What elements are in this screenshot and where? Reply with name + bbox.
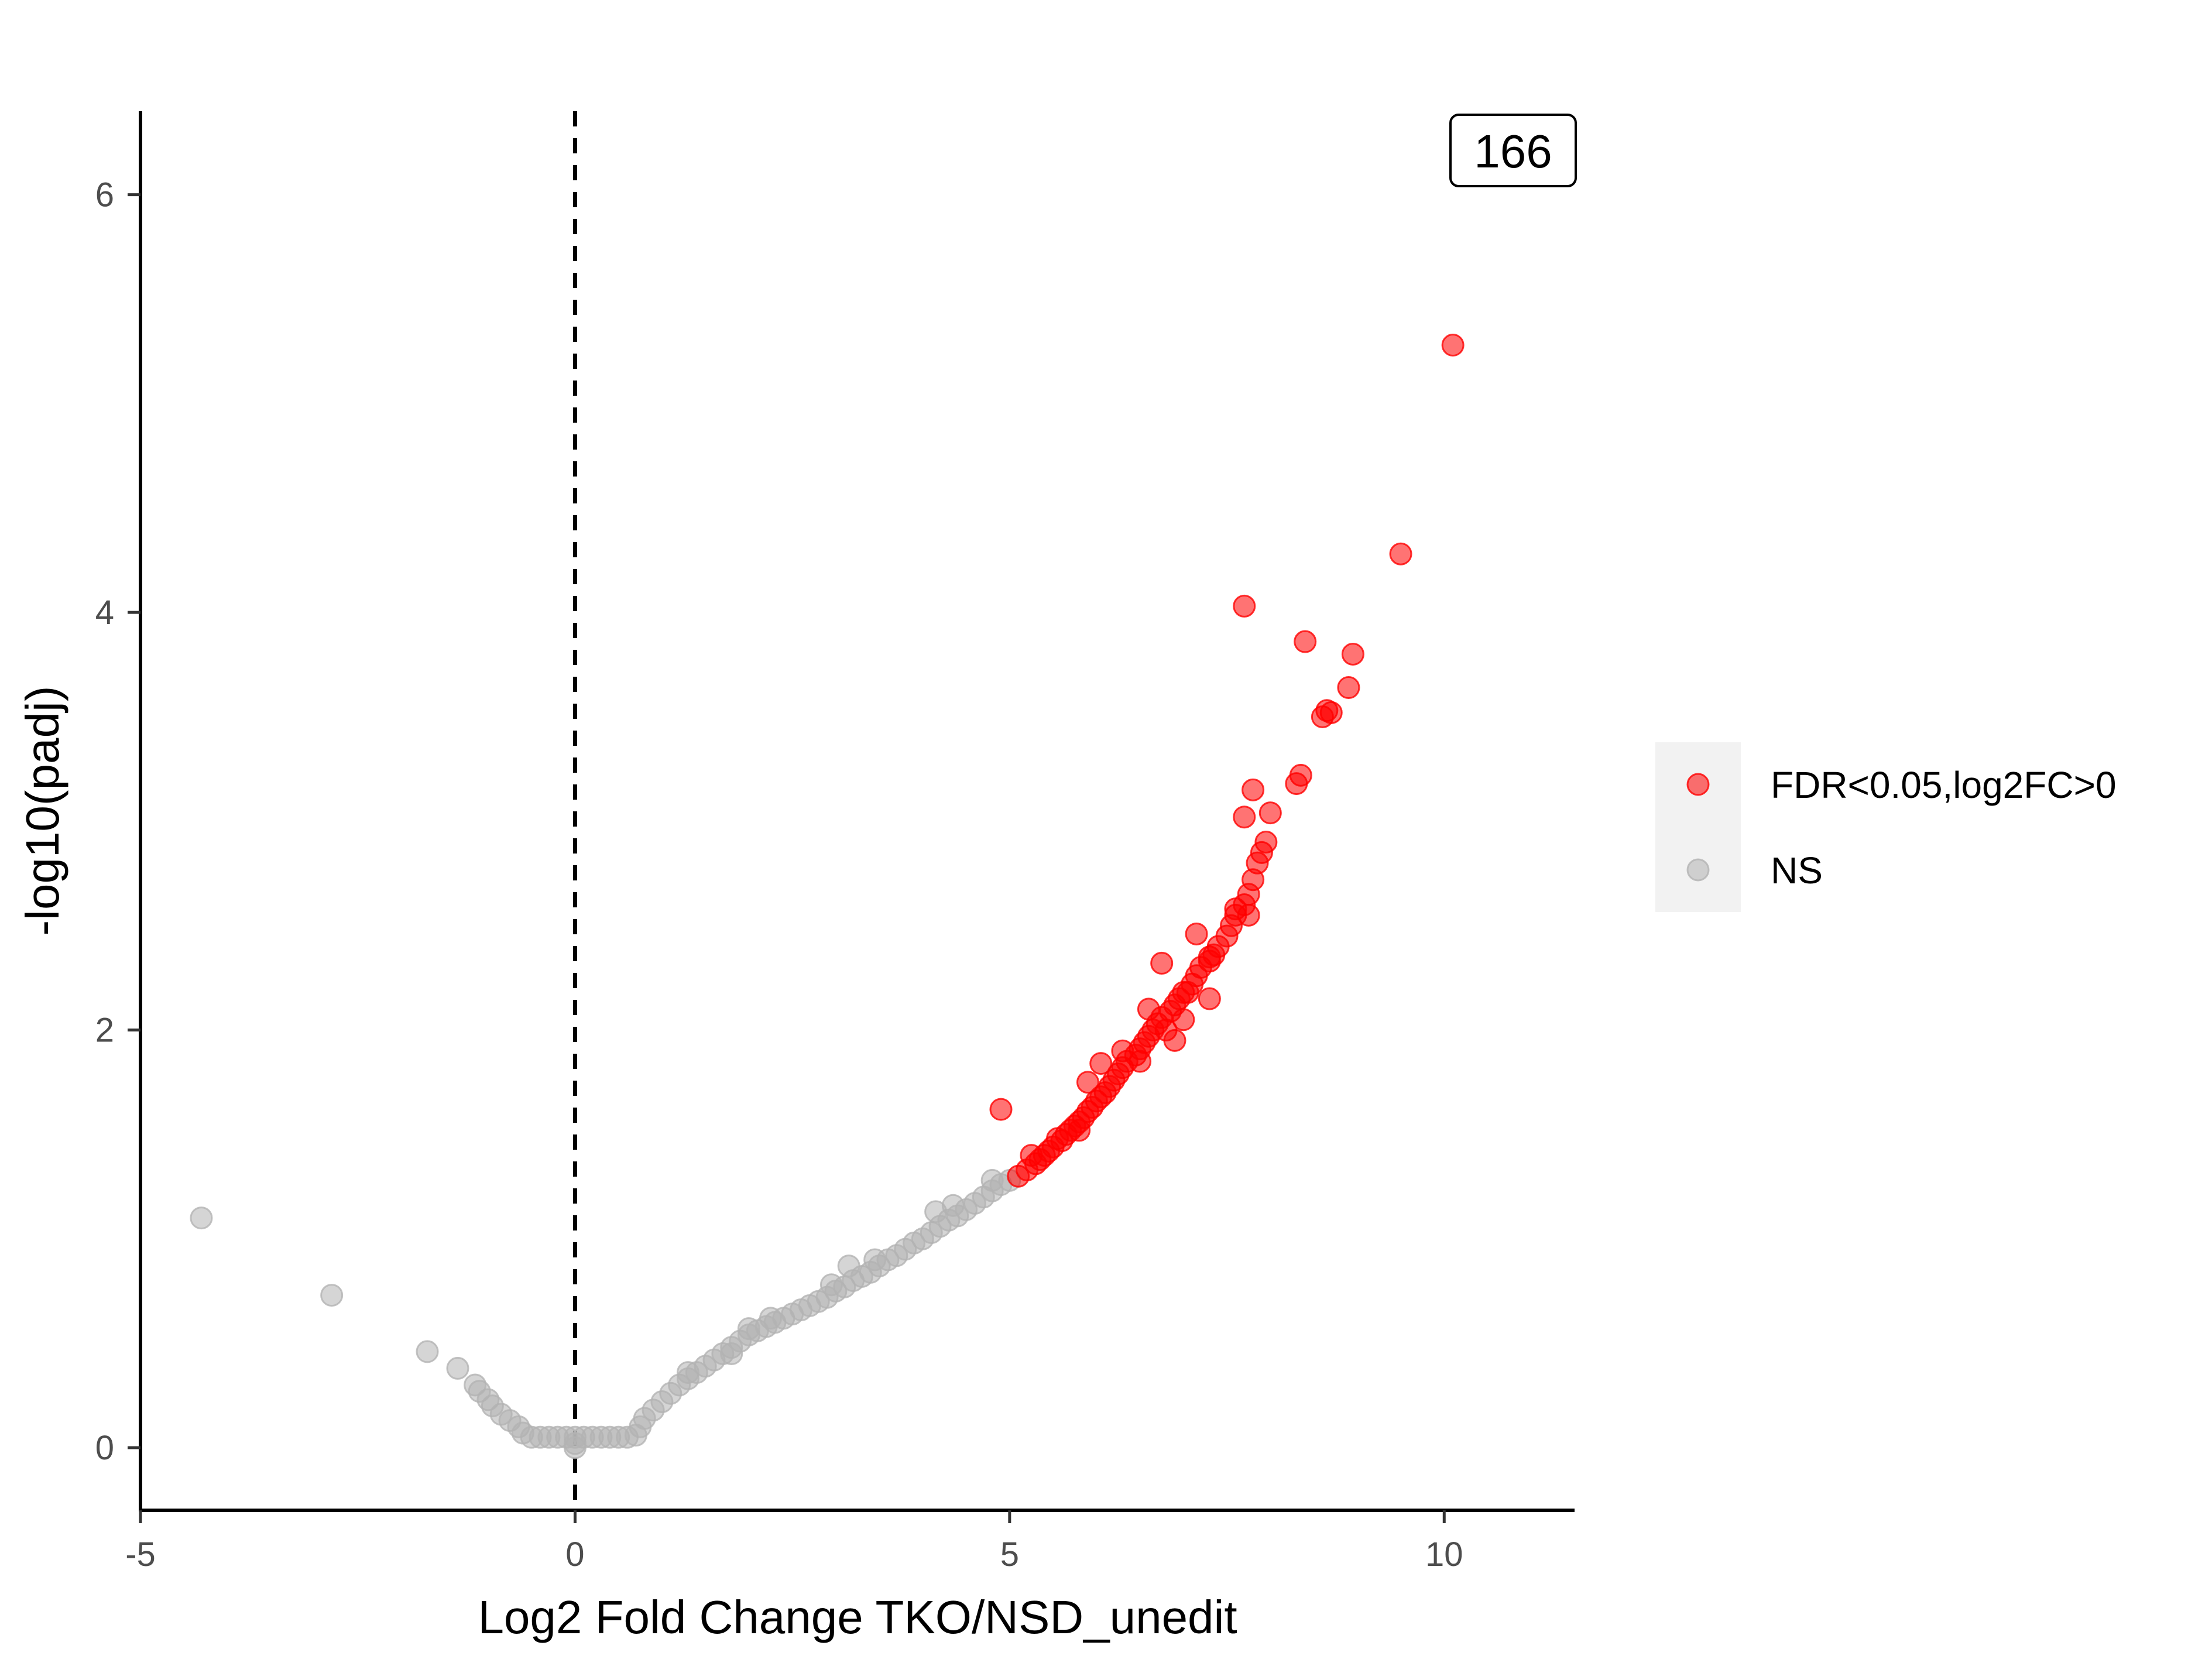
significant-point: [1198, 987, 1221, 1010]
significant-points-layer: [989, 334, 1465, 1188]
significant-point: [1129, 1050, 1152, 1073]
significant-point: [1337, 676, 1360, 700]
ns-point: [759, 1307, 783, 1330]
significant-point: [1089, 1052, 1113, 1075]
ns-point: [720, 1342, 743, 1365]
y-tick-label: 2: [95, 1012, 114, 1050]
y-tick-label: 6: [95, 176, 114, 214]
ns-point: [837, 1254, 860, 1278]
x-tick-label: 5: [1000, 1535, 1019, 1574]
significant-point: [989, 1098, 1013, 1121]
ns-point: [737, 1317, 760, 1341]
significant-point: [1046, 1127, 1069, 1150]
ns-point: [980, 1168, 1004, 1192]
count-annotation-box: [1449, 114, 1577, 187]
ns-point: [446, 1356, 469, 1380]
ns-point: [676, 1361, 699, 1384]
significant-point: [1233, 594, 1256, 618]
ns-point: [416, 1340, 439, 1363]
x-tick-label: -5: [125, 1535, 156, 1574]
significant-point: [1020, 1144, 1043, 1167]
axes-layer: -5 0 5 10 0 2 4 6 Log2 Fold Change TKO/NSD_unedi…: [16, 111, 1575, 1643]
y-tick-label: 0: [95, 1429, 114, 1467]
ns-point: [190, 1206, 213, 1230]
legend-key-background: [1655, 742, 1741, 912]
significant-point: [1254, 831, 1278, 854]
significant-point: [1289, 763, 1312, 787]
significant-point: [1319, 701, 1343, 724]
significant-point: [1111, 1039, 1134, 1062]
ns-point: [563, 1432, 587, 1455]
x-tick-label: 0: [565, 1535, 584, 1574]
y-tick-label: 4: [95, 594, 114, 632]
legend-key-marker: [1686, 858, 1710, 882]
significant-point: [1389, 542, 1412, 565]
significant-point: [1198, 945, 1221, 969]
legend: FDR<0.05,log2FC>0 NS: [1655, 742, 2117, 912]
ns-point: [941, 1194, 965, 1217]
ns-point: [819, 1273, 843, 1297]
ns-point: [863, 1248, 887, 1271]
annotation-layer: 166: [1449, 114, 1577, 187]
significant-point: [1441, 334, 1465, 357]
count-annotation: 166: [1474, 125, 1552, 177]
significant-point: [1137, 998, 1160, 1021]
significant-point: [1076, 1071, 1099, 1094]
legend-key-marker: [1686, 773, 1710, 796]
ns-points-layer: [190, 1168, 1021, 1459]
significant-point: [1163, 1029, 1186, 1052]
significant-point: [1172, 1008, 1195, 1031]
y-axis-title: -log10(padj): [16, 686, 68, 936]
significant-point: [1237, 903, 1260, 927]
significant-point: [1185, 922, 1208, 945]
significant-point: [1294, 630, 1317, 653]
significant-point: [1150, 951, 1174, 975]
ns-point: [320, 1284, 344, 1307]
significant-point: [1233, 805, 1256, 829]
legend-label: FDR<0.05,log2FC>0: [1771, 764, 2117, 806]
significant-point: [1258, 801, 1282, 825]
significant-point: [1341, 642, 1364, 666]
x-axis-title: Log2 Fold Change TKO/NSD_unedit: [478, 1591, 1237, 1643]
significant-point: [1176, 981, 1199, 1004]
legend-label: NS: [1771, 849, 1823, 892]
x-tick-label: 10: [1425, 1535, 1463, 1574]
significant-point: [1068, 1119, 1091, 1142]
significant-point: [1242, 778, 1265, 801]
